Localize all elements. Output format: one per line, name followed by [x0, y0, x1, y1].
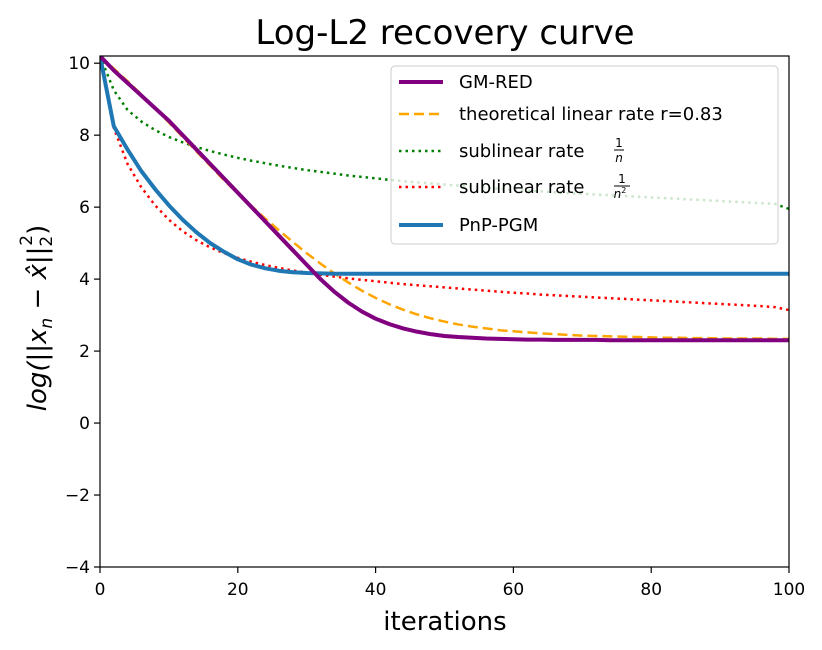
y-tick-label: 2: [79, 342, 90, 362]
x-tick-label: 20: [227, 580, 249, 600]
chart-title: Log-L2 recovery curve: [255, 13, 634, 53]
legend-label-sublinear-n: sublinear rate: [459, 141, 584, 162]
x-tick-label: 100: [773, 580, 805, 600]
legend-entry-gm-red: GM-RED: [399, 72, 533, 93]
legend-frac-num-n: 1: [615, 136, 623, 150]
legend-frac-den-n2-sup: 2: [621, 186, 626, 195]
y-tick-label: 0: [79, 414, 90, 434]
legend-entry-theoretical: theoretical linear rate r=0.83: [399, 104, 723, 125]
series-line-gm-red: [100, 56, 789, 343]
legend-entry-pnp-pgm: PnP-PGM: [399, 215, 538, 236]
x-tick-label: 60: [503, 580, 525, 600]
y-axis-label-sub-2: 2: [37, 236, 57, 247]
y-axis-label-mid: − x̂||: [23, 247, 53, 318]
x-tick-label: 40: [365, 580, 387, 600]
y-axis-label: log(||xn − x̂||22): [17, 225, 57, 412]
x-axis-label: iterations: [383, 607, 506, 637]
legend-frac-num-n2: 1: [618, 172, 626, 186]
y-axis-label-close: ): [23, 225, 53, 235]
series-line-theoretical-linear-rate-r-0-83: [100, 56, 789, 341]
y-axis-label-sup-2: 2: [17, 235, 37, 246]
y-tick-label: 8: [79, 126, 90, 146]
x-tick-label: 80: [640, 580, 662, 600]
y-tick-label: −2: [65, 486, 90, 506]
legend-label-sublinear-n2: sublinear rate: [459, 177, 584, 198]
series-line-sublinear-rate-1-n-2: [100, 56, 789, 312]
legend-label-pnp-pgm: PnP-PGM: [459, 215, 538, 236]
legend-label-gm-red: GM-RED: [459, 72, 533, 93]
y-tick-label: 6: [79, 198, 90, 218]
y-tick-label: 4: [79, 270, 90, 290]
legend-entry-sublinear-n2: sublinear rate 1 n2: [399, 172, 630, 201]
legend-frac-den-n2-base: n: [614, 187, 622, 201]
axes-layer: 0 20 40 60 80 100 −4 −2 0 2 4 6 8 10: [65, 54, 805, 600]
legend-label-theoretical: theoretical linear rate r=0.83: [459, 104, 723, 125]
legend-box: [390, 65, 779, 245]
y-tick-label: 10: [68, 54, 90, 74]
series-line-pnp-pgm: [100, 56, 789, 276]
legend-entry-sublinear-n: sublinear rate 1 n: [399, 136, 624, 165]
legend-frac-den-n: n: [615, 151, 623, 165]
y-axis-label-sub-n: n: [37, 318, 57, 329]
legend: GM-RED theoretical linear rate r=0.83 su…: [390, 65, 779, 245]
legend-frac-den-n2: n2: [614, 186, 627, 201]
x-tick-label: 0: [95, 580, 106, 600]
y-axis-label-main: log(||x: [23, 328, 53, 411]
plot-frame: [99, 55, 790, 568]
y-tick-label: −4: [65, 558, 90, 578]
